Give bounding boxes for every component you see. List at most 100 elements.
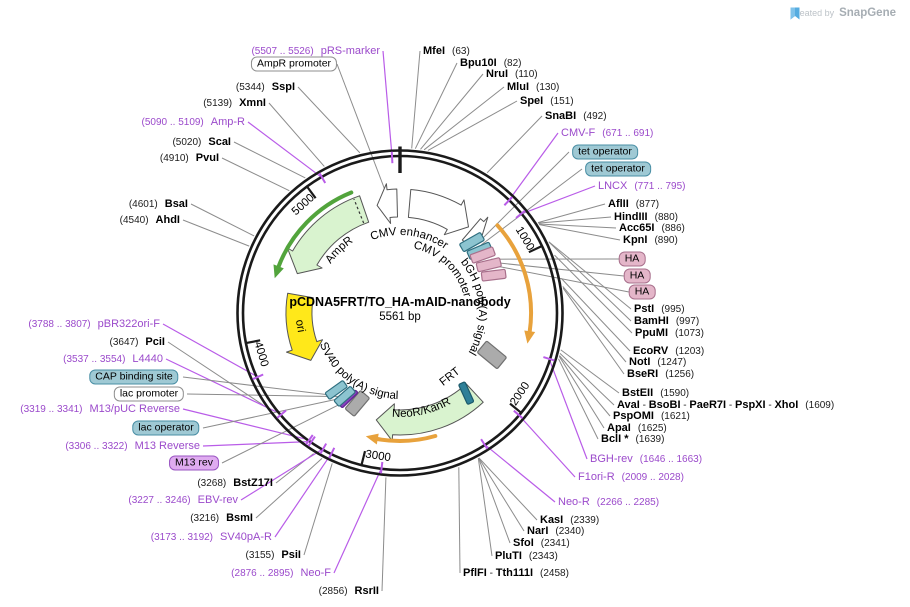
site-label-psti: PstI (995) [634,302,685,316]
site-label-bseri: BseRI (1256) [627,367,694,381]
site-label-ahdi: (4540) AhdI [120,213,180,227]
leader-line [381,477,387,592]
feature-cap-teal-box [333,386,356,407]
site-name: SfoI [513,537,534,549]
site-name: BGH-rev [590,453,633,465]
site-position: (82) [503,58,522,69]
site-position: (3155) [245,550,275,561]
site-position: (886) [661,223,685,234]
site-label-bamhi: BamHI (997) [634,314,699,328]
feature-ha-tag-boxes [469,246,496,264]
leader-line [182,408,310,441]
site-label-spei: SpeI (151) [520,94,574,108]
site-label-pcii: (3647) PciI [110,335,165,349]
site-name: Neo-R [558,496,590,508]
leader-line [423,86,505,151]
site-label-snabi: SnaBI (492) [545,109,607,123]
site-position: (671 .. 691) [602,128,654,139]
leader-line [560,278,631,352]
site-name: pBR322ori-F [97,318,160,330]
plasmid-title-block: pCDNA5FRT/TO_HA-mAID-nanobody 5561 bp [289,295,510,324]
site-name: Amp-R [210,116,245,128]
feature-label-ha-4: HA [623,268,651,284]
site-label-pflfi-tth111i: PflFI - Tth111I (2458) [463,566,569,580]
site-name: Neo-F [300,567,331,579]
feature-ampr-promoter [376,183,398,224]
leader-line [478,457,511,544]
ori-feature-label: ori [293,319,307,334]
plasmid-title: pCDNA5FRT/TO_HA-mAID-nanobody [289,295,511,309]
site-name: NotI [629,356,651,368]
site-position: (5344) [235,82,265,93]
feature-label-ha-3: HA [618,251,646,267]
feature-ori [285,292,323,361]
tick-4000 [245,339,261,345]
primer-site-tick [305,434,314,445]
leader-line [247,121,323,179]
leader-line [554,254,633,334]
leader-line [221,399,348,464]
site-position: (2266 .. 2285) [596,497,660,508]
primer-label-pbr322ori-f: (3788 .. 3807) pBR322ori-F [28,317,160,331]
primer-site-tick [390,151,394,164]
site-name: BstEII [622,387,654,399]
site-name: XmnI [239,97,266,109]
site-label-xmni: (5139) XmnI [203,96,266,110]
leader-line [255,458,323,519]
site-label-ecorv: EcoRV (1203) [633,344,704,358]
site-label-kpni: KpnI (890) [623,233,678,247]
site-name: BsoBI [648,399,681,411]
tick-5000 [306,185,317,199]
leader-line [274,452,333,538]
site-label-pluti: PluTI (2343) [495,549,558,563]
site-label-nrui: NruI (110) [486,67,538,81]
site-position: (4601) [128,199,158,210]
site-name: SspI [271,81,295,93]
feature-ampr [286,195,370,275]
site-name: KpnI [623,234,648,246]
site-name: KasI [540,514,564,526]
site-label-mlui: MluI (130) [507,80,559,94]
site-position: (1256) [665,369,695,380]
orf-arrow-orf-neor [374,434,438,443]
site-position: (3268) [197,478,227,489]
site-position: (771 .. 795) [634,181,686,192]
feature-ha-tag-boxes [475,257,502,273]
site-name: M13 Reverse [134,440,200,452]
leader-line [548,241,632,310]
feature-label-tet-operator-2: tet operator [585,161,651,177]
site-position: (3788 .. 3807) [28,319,91,330]
site-label-nari: NarI (2340) [527,524,584,538]
leader-line [167,341,264,406]
site-name: F1ori-R [578,471,615,483]
primer-site-tick [328,447,336,459]
leader-line [494,265,630,293]
site-label-sspi: (5344) SspI [236,80,295,94]
site-position: (3319 .. 3341) [20,404,83,415]
leader-line [414,62,458,149]
site-label-pspomi: PspOMI (1621) [613,409,690,423]
site-label-hindiii: HindIII (880) [614,210,678,224]
primer-label-sv40pa-r: (3173 .. 3192) SV40pA-R [151,530,272,544]
site-label-bsteii: BstEII (1590) [622,386,689,400]
site-name: NruI [486,68,508,80]
site-position: (492) [583,111,607,122]
site-position: (2340) [555,526,585,537]
primer-site-tick [318,172,327,184]
site-label-mfei: MfeI (63) [423,44,470,58]
site-position: (3537 .. 3554) [63,354,126,365]
site-position: (2009 .. 2028) [621,472,684,483]
site-label-rsrii: (2856) RsrII [319,584,379,598]
leader-line [517,414,576,478]
primer-label-l4440: (3537 .. 3554) L4440 [63,352,163,366]
created-by-text: Created by [790,8,835,18]
leader-line [182,376,334,396]
site-position: (1590) [660,388,690,399]
site-name: SpeI [520,95,544,107]
site-name: L4440 [132,353,163,365]
leader-line [233,141,306,179]
plasmid-features [273,183,536,445]
primer-label-f1ori-r: F1ori-R (2009 .. 2028) [578,470,684,484]
site-label-bstz17i: (3268) BstZ17I [197,476,273,490]
